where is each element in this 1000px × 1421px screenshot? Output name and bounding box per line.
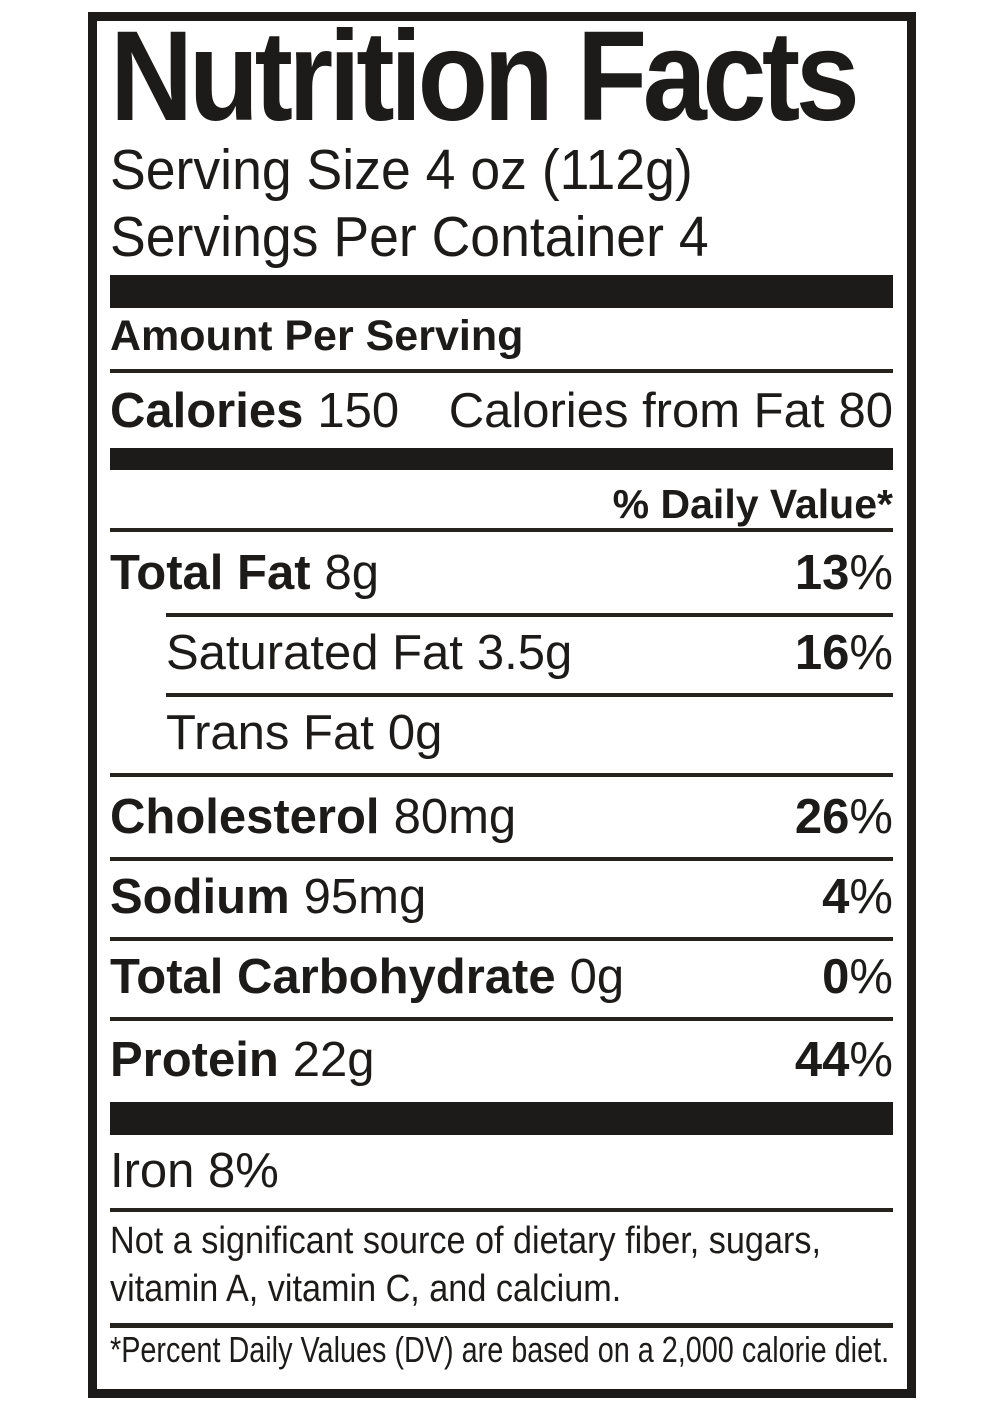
divider-trans-fat bbox=[166, 693, 893, 697]
percent-sign: % bbox=[849, 626, 893, 680]
nutrient-amount: 0g bbox=[569, 950, 625, 1004]
iron-text: Iron 8% bbox=[110, 1143, 279, 1198]
nutrition-facts-label: Nutrition Facts Serving Size 4 oz (112g)… bbox=[88, 12, 916, 1398]
divider-total-carbohydrate bbox=[110, 937, 893, 941]
nutrient-amount: 8g bbox=[324, 546, 380, 600]
nutrient-name: Cholesterol bbox=[110, 790, 380, 844]
divider-below-daily-value-header bbox=[110, 528, 893, 532]
nutrient-row-cholesterol: Cholesterol 80mg 26% bbox=[110, 777, 893, 857]
daily-value-number: 16 bbox=[794, 626, 850, 680]
label-title: Nutrition Facts bbox=[110, 5, 860, 148]
nutrient-row-total-carbohydrate: Total Carbohydrate 0g 0% bbox=[110, 937, 893, 1017]
percent-sign: % bbox=[849, 790, 893, 844]
calories-from-fat-group: Calories from Fat 80 bbox=[449, 383, 893, 439]
nutrient-name-amount: Total Fat 8g bbox=[110, 545, 379, 601]
nutrient-name: Total Fat bbox=[110, 546, 311, 600]
nutrient-name: Sodium bbox=[110, 870, 290, 924]
nutrient-name-amount: Sodium 95mg bbox=[110, 869, 426, 925]
percent-sign: % bbox=[849, 870, 893, 924]
nutrient-row-protein: Protein 22g 44% bbox=[110, 1017, 893, 1102]
calories-value: 150 bbox=[317, 384, 400, 438]
thick-separator-bar-bottom bbox=[110, 1102, 893, 1135]
servings-per-container-text: Servings Per Container 4 bbox=[110, 205, 709, 269]
thick-separator-bar-calories bbox=[110, 448, 893, 470]
divider-cholesterol bbox=[110, 773, 893, 777]
note-line-2: vitamin A, vitamin C, and calcium. bbox=[110, 1268, 622, 1310]
calories-value-group: Calories 150 bbox=[110, 383, 399, 439]
nutrient-row-sodium: Sodium 95mg 4% bbox=[110, 857, 893, 937]
nutrient-name-amount: Total Carbohydrate 0g bbox=[110, 949, 624, 1005]
serving-info: Serving Size 4 oz (112g) Servings Per Co… bbox=[110, 137, 709, 271]
divider-saturated-fat bbox=[166, 613, 893, 617]
daily-value-number: 13 bbox=[794, 546, 850, 600]
calories-row: Calories 150 Calories from Fat 80 bbox=[110, 377, 893, 445]
daily-value-number: 0 bbox=[822, 950, 850, 1004]
nutrient-name-amount: Saturated Fat 3.5g bbox=[166, 625, 572, 681]
nutrient-name-amount: Protein 22g bbox=[110, 1032, 375, 1088]
nutrient-daily-value: 13% bbox=[795, 545, 893, 601]
serving-size-text: Serving Size 4 oz (112g) bbox=[110, 138, 693, 202]
nutrient-amount: 22g bbox=[292, 1032, 375, 1087]
divider-below-amount-per-serving bbox=[110, 369, 893, 373]
percent-sign: % bbox=[849, 950, 893, 1004]
daily-value-header: % Daily Value* bbox=[612, 481, 893, 527]
nutrient-daily-value: 4% bbox=[822, 869, 893, 925]
nutrient-amount: 80mg bbox=[393, 790, 517, 844]
calories-from-fat-label: Calories from Fat bbox=[448, 384, 825, 438]
nutrient-name: Protein bbox=[110, 1032, 279, 1087]
daily-value-number: 4 bbox=[822, 870, 850, 924]
divider-sodium bbox=[110, 857, 893, 861]
nutrient-row-total-fat: Total Fat 8g 13% bbox=[110, 533, 893, 613]
nutrient-amount: 0g bbox=[387, 706, 443, 760]
nutrient-name-amount: Trans Fat 0g bbox=[166, 705, 442, 761]
nutrient-daily-value: 26% bbox=[795, 789, 893, 845]
nutrient-name: Saturated Fat bbox=[166, 626, 463, 680]
calories-from-fat-value: 80 bbox=[838, 384, 893, 438]
percent-sign: % bbox=[849, 1032, 893, 1087]
divider-protein bbox=[110, 1017, 893, 1021]
daily-values-footnote: *Percent Daily Values (DV) are based on … bbox=[110, 1329, 890, 1370]
nutrient-daily-value: 16% bbox=[795, 625, 893, 681]
nutrient-name-amount: Cholesterol 80mg bbox=[110, 789, 516, 845]
nutrient-name: Trans Fat bbox=[166, 706, 374, 760]
divider-above-footnote bbox=[110, 1323, 893, 1328]
nutrient-daily-value: 44% bbox=[795, 1032, 893, 1088]
nutrient-amount: 95mg bbox=[303, 870, 427, 924]
note-line-1: Not a significant source of dietary fibe… bbox=[110, 1220, 821, 1262]
iron-row: Iron 8% bbox=[110, 1133, 893, 1208]
amount-per-serving-heading: Amount Per Serving bbox=[110, 312, 524, 360]
nutrient-amount: 3.5g bbox=[476, 626, 573, 680]
divider-below-iron bbox=[110, 1208, 893, 1212]
nutrient-daily-value: 0% bbox=[822, 949, 893, 1005]
nutrient-row-trans-fat: Trans Fat 0g bbox=[110, 693, 893, 773]
insignificant-sources-note: Not a significant source of dietary fibe… bbox=[110, 1217, 821, 1313]
percent-sign: % bbox=[849, 546, 893, 600]
nutrient-name: Total Carbohydrate bbox=[110, 950, 556, 1004]
calories-label: Calories bbox=[110, 384, 304, 438]
thick-separator-bar-top bbox=[110, 275, 893, 308]
daily-value-number: 26 bbox=[794, 790, 850, 844]
daily-value-number: 44 bbox=[794, 1032, 850, 1087]
nutrient-row-saturated-fat: Saturated Fat 3.5g 16% bbox=[110, 613, 893, 693]
